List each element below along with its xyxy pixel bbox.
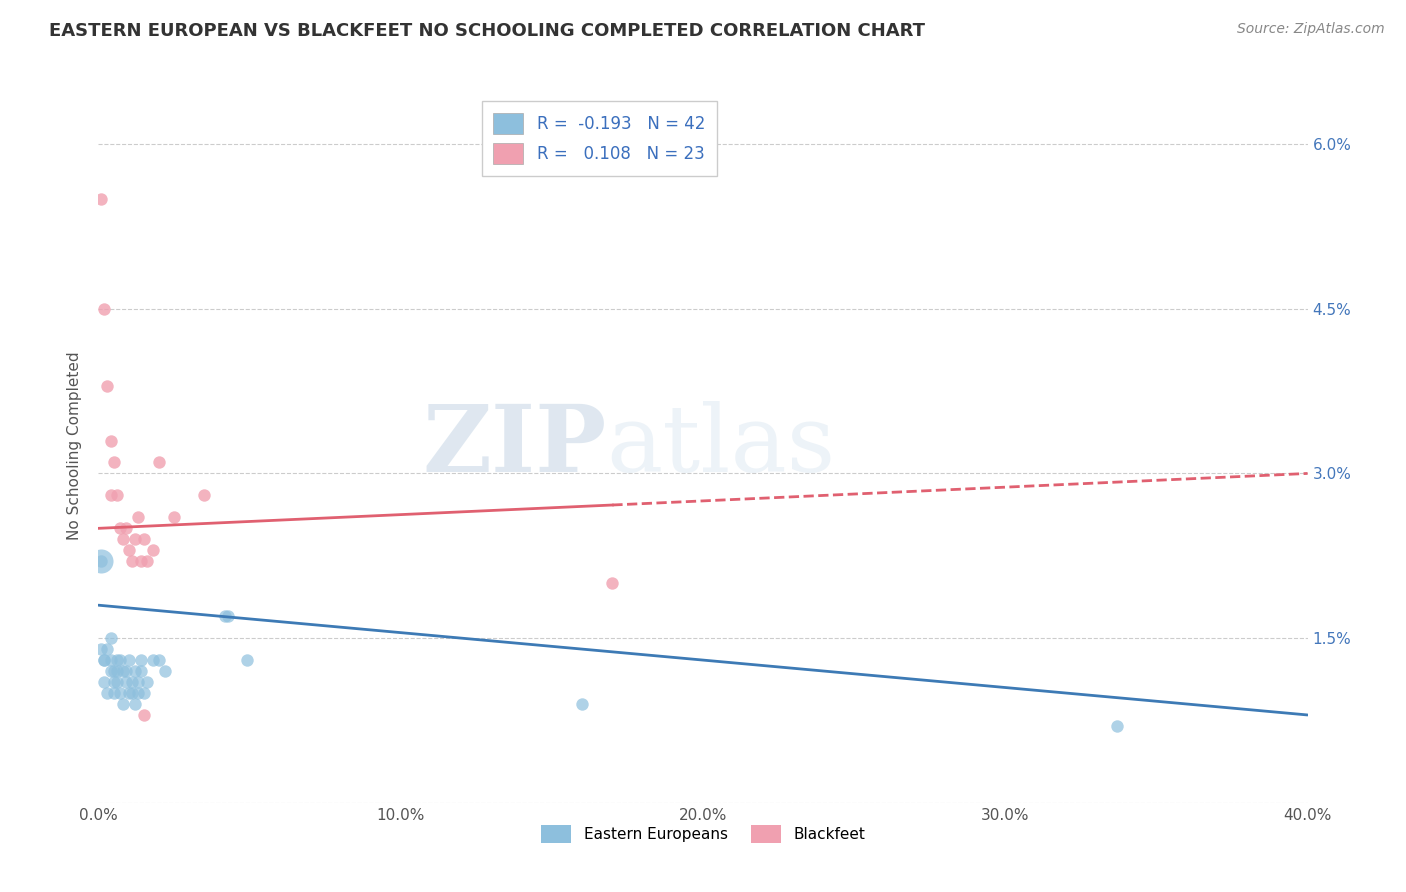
Point [142, 653, 165, 667]
Point [129, 664, 152, 678]
Point [118, 543, 141, 558]
Point [217, 609, 239, 624]
Point [118, 686, 141, 700]
Point [148, 455, 170, 469]
Point [121, 675, 143, 690]
Point [153, 664, 176, 678]
Point [129, 653, 152, 667]
Point [114, 664, 136, 678]
Point [93, 653, 115, 667]
Point [108, 686, 131, 700]
Point [127, 510, 149, 524]
Point [100, 488, 122, 502]
Point [96, 642, 118, 657]
Point [105, 653, 128, 667]
Point [121, 686, 143, 700]
Point [103, 675, 125, 690]
Point [103, 455, 125, 469]
Point [118, 653, 141, 667]
Point [129, 554, 152, 568]
Point [100, 434, 122, 448]
Point [124, 533, 146, 547]
Point [105, 675, 128, 690]
Text: EASTERN EUROPEAN VS BLACKFEET NO SCHOOLING COMPLETED CORRELATION CHART: EASTERN EUROPEAN VS BLACKFEET NO SCHOOLI… [49, 22, 925, 40]
Point [103, 664, 125, 678]
Point [135, 675, 157, 690]
Point [96, 378, 118, 392]
Point [163, 510, 186, 524]
Text: atlas: atlas [606, 401, 835, 491]
Point [214, 609, 236, 624]
Point [142, 543, 165, 558]
Point [114, 521, 136, 535]
Point [111, 533, 134, 547]
Y-axis label: No Schooling Completed: No Schooling Completed [67, 351, 83, 541]
Point [114, 675, 136, 690]
Point [108, 653, 131, 667]
Point [132, 708, 155, 723]
Point [100, 664, 122, 678]
Point [121, 554, 143, 568]
Point [132, 533, 155, 547]
Point [103, 686, 125, 700]
Point [93, 653, 115, 667]
Point [105, 664, 128, 678]
Point [90, 192, 112, 206]
Point [124, 664, 146, 678]
Point [111, 697, 134, 711]
Point [93, 301, 115, 316]
Point [96, 686, 118, 700]
Point [124, 697, 146, 711]
Point [1107, 719, 1129, 733]
Point [108, 521, 131, 535]
Point [105, 488, 128, 502]
Point [90, 554, 112, 568]
Point [148, 653, 170, 667]
Point [111, 664, 134, 678]
Point [571, 697, 593, 711]
Point [127, 686, 149, 700]
Point [135, 554, 157, 568]
Point [193, 488, 215, 502]
Point [93, 675, 115, 690]
Point [90, 554, 112, 568]
Point [100, 631, 122, 645]
Text: Source: ZipAtlas.com: Source: ZipAtlas.com [1237, 22, 1385, 37]
Text: ZIP: ZIP [422, 401, 606, 491]
Point [90, 642, 112, 657]
Point [235, 653, 257, 667]
Point [127, 675, 149, 690]
Legend: Eastern Europeans, Blackfeet: Eastern Europeans, Blackfeet [534, 819, 872, 848]
Point [602, 576, 624, 591]
Point [132, 686, 155, 700]
Point [100, 653, 122, 667]
